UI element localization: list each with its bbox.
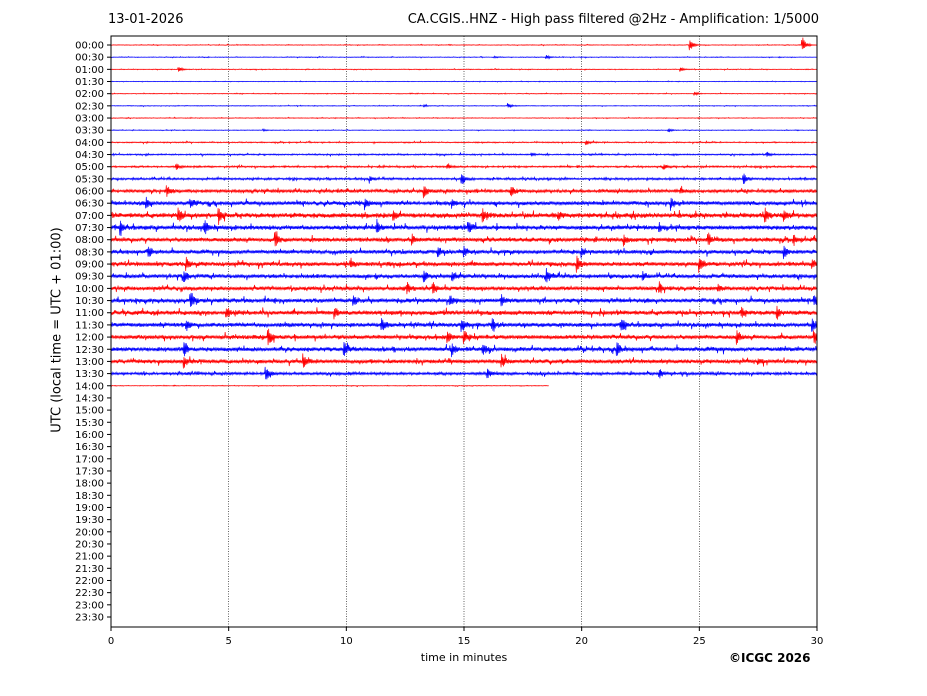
seismic-trace: [110, 67, 818, 72]
y-tick-label: 04:00: [75, 138, 104, 149]
chart-title: CA.CGIS..HNZ - High pass filtered @2Hz -…: [407, 12, 819, 27]
y-tick-label: 05:30: [75, 174, 104, 185]
seismic-trace: [110, 80, 818, 83]
y-tick-label: 23:30: [75, 612, 104, 623]
seismic-trace: [110, 268, 818, 283]
y-tick-label: 21:00: [75, 552, 104, 563]
y-tick-label: 22:00: [75, 576, 104, 587]
seismic-trace: [110, 37, 818, 51]
y-tick-label: 20:30: [75, 539, 104, 550]
date-label: 13-01-2026: [108, 12, 184, 27]
y-tick-label: 00:30: [75, 53, 104, 64]
seismic-trace: [110, 163, 818, 170]
x-tick-label: 0: [108, 636, 114, 647]
y-tick-label: 08:30: [75, 247, 104, 258]
y-tick-label: 14:00: [75, 381, 104, 392]
seismic-trace: [110, 305, 818, 320]
y-tick-label: 00:00: [75, 41, 104, 52]
seismic-trace: [110, 173, 818, 185]
seismic-trace: [110, 342, 818, 358]
seismic-trace: [110, 103, 818, 109]
seismic-trace: [110, 91, 818, 97]
x-tick-label: 30: [811, 636, 824, 647]
y-tick-label: 07:00: [75, 211, 104, 222]
seismic-trace: [110, 185, 818, 199]
y-tick-label: 18:30: [75, 491, 104, 502]
seismic-trace: [110, 207, 818, 225]
y-tick-label: 02:30: [75, 101, 104, 112]
y-tick-label: 16:00: [75, 430, 104, 441]
seismic-trace: [110, 353, 818, 369]
seismic-trace: [110, 139, 818, 146]
y-tick-label: 17:30: [75, 466, 104, 477]
seismic-trace: [110, 366, 818, 380]
y-tick-label: 20:00: [75, 527, 104, 538]
y-tick-label: 15:30: [75, 418, 104, 429]
seismic-trace: [110, 218, 818, 237]
y-tick-label: 01:30: [75, 77, 104, 88]
y-tick-label: 01:00: [75, 65, 104, 76]
y-tick-label: 11:00: [75, 308, 104, 319]
y-tick-label: 13:00: [75, 357, 104, 368]
seismic-trace: [110, 318, 818, 332]
x-tick-label: 15: [458, 636, 471, 647]
y-tick-label: 03:30: [75, 126, 104, 137]
y-tick-label: 12:00: [75, 333, 104, 344]
seismic-trace: [110, 281, 818, 295]
x-tick-label: 25: [693, 636, 706, 647]
x-axis-label: time in minutes: [420, 651, 508, 664]
y-tick-label: 12:30: [75, 345, 104, 356]
y-tick-label: 09:30: [75, 272, 104, 283]
seismic-trace: [110, 127, 818, 133]
y-tick-label: 03:00: [75, 114, 104, 125]
y-tick-label: 10:00: [75, 284, 104, 295]
y-tick-label: 10:30: [75, 296, 104, 307]
seismic-trace: [110, 54, 818, 60]
y-tick-label: 04:30: [75, 150, 104, 161]
seismic-trace: [110, 245, 818, 260]
y-tick-label: 08:00: [75, 235, 104, 246]
seismic-trace: [110, 116, 818, 120]
y-tick-label: 14:30: [75, 393, 104, 404]
y-tick-label: 11:30: [75, 320, 104, 331]
y-tick-label: 15:00: [75, 406, 104, 417]
y-tick-label: 23:00: [75, 600, 104, 611]
seismic-trace: [110, 255, 818, 273]
y-tick-label: 06:30: [75, 199, 104, 210]
y-tick-label: 21:30: [75, 564, 104, 575]
y-tick-label: 13:30: [75, 369, 104, 380]
y-tick-label: 18:00: [75, 479, 104, 490]
y-tick-label: 06:00: [75, 187, 104, 198]
seismic-trace: [110, 151, 818, 158]
seismic-trace: [110, 328, 818, 346]
y-tick-label: 19:00: [75, 503, 104, 514]
y-tick-label: 09:00: [75, 260, 104, 271]
y-axis-label: UTC (local time = UTC + 01:00): [49, 227, 65, 433]
y-tick-label: 16:30: [75, 442, 104, 453]
y-tick-label: 17:00: [75, 454, 104, 465]
y-tick-label: 19:30: [75, 515, 104, 526]
y-tick-label: 07:30: [75, 223, 104, 234]
copyright-label: ©ICGC 2026: [729, 651, 811, 665]
seismic-trace: [110, 196, 818, 211]
seismic-trace: [110, 292, 818, 307]
x-tick-label: 5: [225, 636, 231, 647]
y-tick-label: 02:00: [75, 89, 104, 100]
y-tick-label: 22:30: [75, 588, 104, 599]
x-tick-label: 10: [340, 636, 353, 647]
x-tick-label: 20: [575, 636, 588, 647]
y-tick-label: 05:00: [75, 162, 104, 173]
seismic-trace: [110, 231, 818, 247]
seismic-trace: [110, 384, 549, 388]
